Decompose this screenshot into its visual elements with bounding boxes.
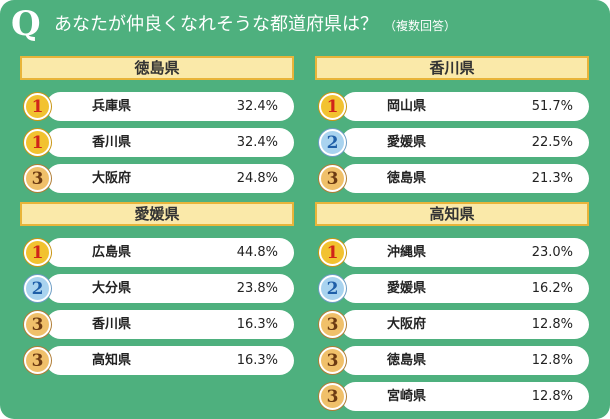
- row-pill: 岡山県 51.7%: [341, 92, 589, 121]
- prefecture-name: 香川県: [92, 317, 132, 332]
- rank-medal-icon: 2: [319, 275, 346, 302]
- prefecture-name: 兵庫県: [92, 99, 132, 114]
- percentage: 32.4%: [236, 99, 278, 114]
- row-pill: 愛媛県 16.2%: [341, 274, 589, 303]
- percentage: 16.2%: [531, 281, 573, 296]
- section-title: 愛媛県: [20, 202, 294, 226]
- list-item: 2 愛媛県 16.2%: [315, 274, 589, 305]
- percentage: 23.8%: [236, 281, 278, 296]
- percentage: 12.8%: [531, 389, 573, 404]
- row-pill: 大阪府 24.8%: [46, 164, 294, 193]
- rank-medal-icon: 3: [24, 311, 51, 338]
- list-item: 1 広島県 44.8%: [20, 238, 294, 269]
- percentage: 51.7%: [531, 99, 573, 114]
- row-pill: 宮崎県 12.8%: [341, 382, 589, 411]
- prefecture-name: 岡山県: [387, 99, 427, 114]
- rank-medal-icon: 1: [24, 239, 51, 266]
- rank-medal-icon: 3: [319, 383, 346, 410]
- rank-medal-icon: 1: [319, 93, 346, 120]
- percentage: 16.3%: [236, 353, 278, 368]
- list-item: 2 大分県 23.8%: [20, 274, 294, 305]
- prefecture-name: 大阪府: [92, 171, 132, 186]
- list-item: 3 宮崎県 12.8%: [315, 382, 589, 413]
- row-pill: 兵庫県 32.4%: [46, 92, 294, 121]
- prefecture-name: 徳島県: [387, 353, 427, 368]
- list-item: 3 香川県 16.3%: [20, 310, 294, 341]
- list-item: 2 愛媛県 22.5%: [315, 128, 589, 159]
- row-pill: 徳島県 21.3%: [341, 164, 589, 193]
- list-item: 3 徳島県 12.8%: [315, 346, 589, 377]
- rank-medal-icon: 1: [319, 239, 346, 266]
- list-item: 1 香川県 32.4%: [20, 128, 294, 159]
- question-text: あなたが仲良くなれそうな都道府県は？: [54, 14, 378, 35]
- section-title: 香川県: [315, 56, 589, 80]
- section-kagawa: 香川県 1 岡山県 51.7% 2 愛媛県 22.5% 3 徳島県 21.3%: [315, 56, 589, 195]
- row-pill: 沖縄県 23.0%: [341, 238, 589, 267]
- rank-medal-icon: 2: [24, 275, 51, 302]
- list-item: 1 岡山県 51.7%: [315, 92, 589, 123]
- rank-medal-icon: 2: [319, 129, 346, 156]
- row-pill: 香川県 32.4%: [46, 128, 294, 157]
- row-pill: 愛媛県 22.5%: [341, 128, 589, 157]
- list-item: 1 沖縄県 23.0%: [315, 238, 589, 269]
- row-pill: 徳島県 12.8%: [341, 346, 589, 375]
- q-mark: Q: [11, 4, 41, 44]
- rank-medal-icon: 1: [24, 93, 51, 120]
- rank-medal-icon: 3: [319, 165, 346, 192]
- list-item: 3 徳島県 21.3%: [315, 164, 589, 195]
- rank-medal-icon: 3: [24, 347, 51, 374]
- percentage: 12.8%: [531, 317, 573, 332]
- percentage: 23.0%: [531, 245, 573, 260]
- section-title: 徳島県: [20, 56, 294, 80]
- prefecture-name: 香川県: [92, 135, 132, 150]
- list-item: 1 兵庫県 32.4%: [20, 92, 294, 123]
- percentage: 21.3%: [531, 171, 573, 186]
- prefecture-name: 愛媛県: [387, 281, 427, 296]
- prefecture-name: 大分県: [92, 281, 132, 296]
- percentage: 32.4%: [236, 135, 278, 150]
- question-note: （複数回答）: [384, 19, 457, 33]
- question-title: あなたが仲良くなれそうな都道府県は？ （複数回答）: [54, 13, 456, 38]
- rank-medal-icon: 3: [319, 311, 346, 338]
- rank-medal-icon: 3: [24, 165, 51, 192]
- row-pill: 大分県 23.8%: [46, 274, 294, 303]
- section-tokushima: 徳島県 1 兵庫県 32.4% 1 香川県 32.4% 3 大阪府 24.8%: [20, 56, 294, 195]
- prefecture-name: 大阪府: [387, 317, 427, 332]
- section-ehime: 愛媛県 1 広島県 44.8% 2 大分県 23.8% 3 香川県 16.3% …: [20, 202, 294, 377]
- list-item: 3 大阪府 24.8%: [20, 164, 294, 195]
- list-item: 3 大阪府 12.8%: [315, 310, 589, 341]
- percentage: 22.5%: [531, 135, 573, 150]
- prefecture-name: 広島県: [92, 245, 132, 260]
- percentage: 44.8%: [236, 245, 278, 260]
- row-pill: 大阪府 12.8%: [341, 310, 589, 339]
- prefecture-name: 高知県: [92, 353, 132, 368]
- row-pill: 広島県 44.8%: [46, 238, 294, 267]
- prefecture-name: 徳島県: [387, 171, 427, 186]
- rank-medal-icon: 3: [319, 347, 346, 374]
- row-pill: 高知県 16.3%: [46, 346, 294, 375]
- prefecture-name: 沖縄県: [387, 245, 427, 260]
- list-item: 3 高知県 16.3%: [20, 346, 294, 377]
- prefecture-name: 愛媛県: [387, 135, 427, 150]
- section-kochi: 高知県 1 沖縄県 23.0% 2 愛媛県 16.2% 3 大阪府 12.8% …: [315, 202, 589, 413]
- prefecture-name: 宮崎県: [387, 389, 427, 404]
- section-title: 高知県: [315, 202, 589, 226]
- percentage: 12.8%: [531, 353, 573, 368]
- row-pill: 香川県 16.3%: [46, 310, 294, 339]
- percentage: 24.8%: [236, 171, 278, 186]
- rank-medal-icon: 1: [24, 129, 51, 156]
- percentage: 16.3%: [236, 317, 278, 332]
